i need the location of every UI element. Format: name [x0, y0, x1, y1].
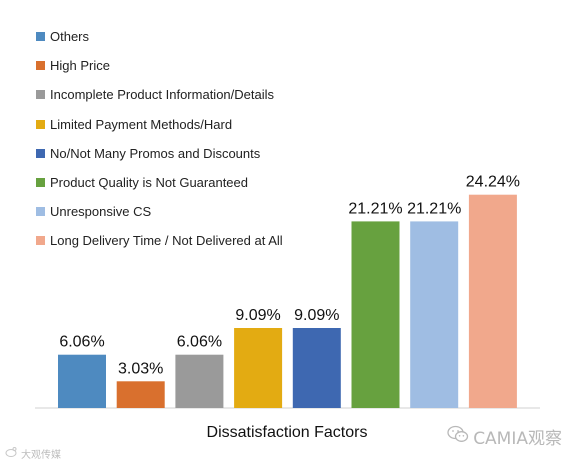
legend-swatch — [36, 32, 45, 42]
legend-swatch — [36, 148, 45, 158]
legend-item: Limited Payment Methods/Hard — [36, 110, 283, 139]
wechat-icon — [447, 425, 469, 448]
watermark-left-text: 大观传媒 — [21, 450, 61, 461]
legend-item: Product Quality is Not Guaranteed — [36, 168, 283, 197]
data-label-8: 24.24% — [466, 174, 520, 191]
watermark-right-text: CAMIA观察 — [473, 429, 562, 449]
legend-swatch — [36, 207, 45, 217]
bar-8 — [468, 194, 517, 408]
data-label-3: 6.06% — [177, 334, 222, 351]
legend-swatch — [36, 61, 45, 71]
watermark-right: CAMIA观察 — [447, 424, 562, 449]
legend-label: Others — [50, 29, 90, 45]
bars-group — [58, 194, 517, 408]
bar-7 — [410, 221, 459, 408]
legend-item: Others — [36, 22, 283, 51]
data-label-5: 9.09% — [294, 307, 339, 324]
legend-label: Unresponsive CS — [50, 204, 152, 220]
weibo-icon — [5, 447, 17, 460]
watermark-left: 大观传媒 — [5, 446, 61, 461]
data-label-1: 6.06% — [59, 334, 104, 351]
legend-swatch — [36, 119, 45, 129]
legend-swatch — [36, 178, 45, 188]
bar-2 — [116, 381, 165, 408]
data-label-6: 21.21% — [348, 200, 402, 217]
legend-label: Long Delivery Time / Not Delivered at Al… — [50, 233, 283, 249]
legend-label: High Price — [50, 58, 110, 74]
x-axis-title: Dissatisfaction Factors — [206, 424, 368, 441]
data-label-2: 3.03% — [118, 360, 163, 377]
bar-4 — [234, 328, 283, 408]
legend-item: High Price — [36, 51, 283, 80]
bar-1 — [58, 354, 106, 408]
legend-swatch — [36, 90, 45, 100]
legend: Others High Price Incomplete Product Infor… — [36, 22, 283, 256]
legend-label: No/Not Many Promos and Discounts — [50, 145, 261, 161]
legend-label: Limited Payment Methods/Hard — [50, 116, 233, 132]
legend-swatch — [36, 236, 45, 246]
legend-item: Unresponsive CS — [36, 197, 283, 226]
bar-6 — [351, 221, 400, 408]
bar-5 — [292, 328, 341, 408]
data-label-4: 9.09% — [235, 307, 280, 324]
legend-item: Long Delivery Time / Not Delivered at Al… — [36, 226, 283, 255]
bar-3 — [175, 354, 224, 408]
legend-label: Incomplete Product Information/Details — [50, 87, 274, 103]
legend-label: Product Quality is Not Guaranteed — [50, 175, 248, 191]
data-labels-group: 6.06% 3.03% 6.06% 9.09% 9.09% 21.21% 21.21% 24.… — [59, 174, 520, 378]
legend-item: No/Not Many Promos and Discounts — [36, 139, 283, 168]
data-label-7: 21.21% — [407, 200, 461, 217]
legend-item: Incomplete Product Information/Details — [36, 80, 283, 109]
